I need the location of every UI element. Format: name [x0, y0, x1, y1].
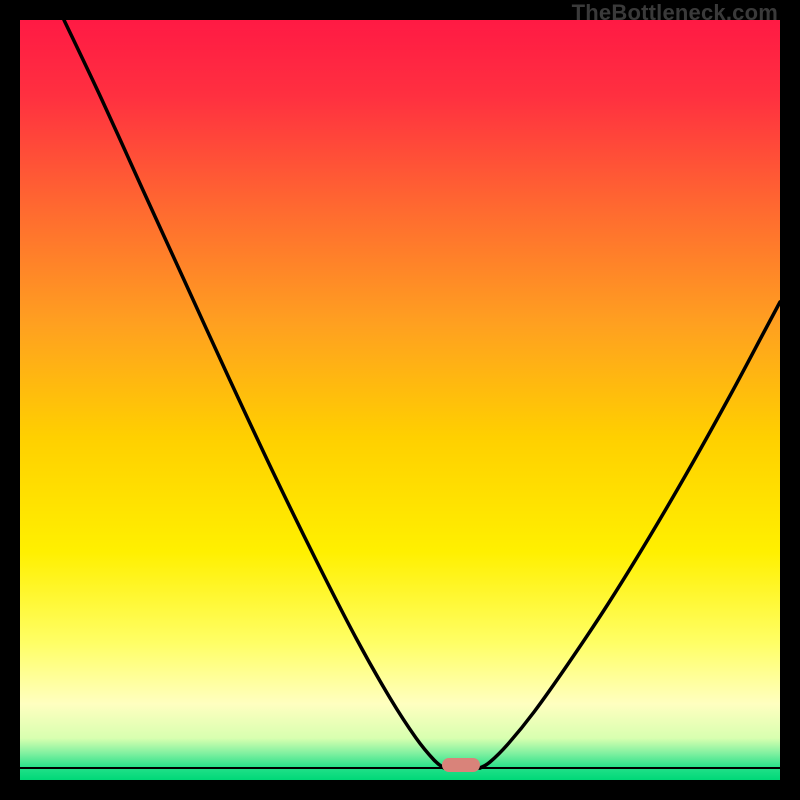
bottleneck-curve: [20, 20, 780, 780]
optimal-marker: [442, 758, 480, 772]
curve-left-branch: [64, 20, 444, 768]
plot-area: [20, 20, 780, 780]
curve-right-branch: [480, 302, 780, 768]
chart-frame: TheBottleneck.com: [0, 0, 800, 800]
watermark-text: TheBottleneck.com: [572, 0, 778, 26]
